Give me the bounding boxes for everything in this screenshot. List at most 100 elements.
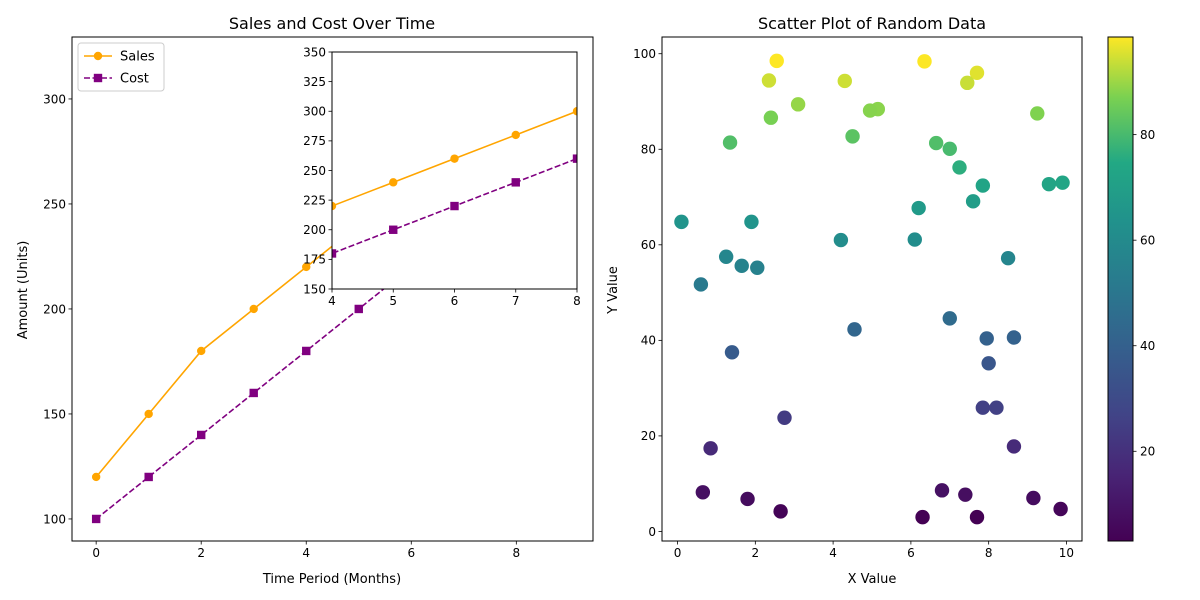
inset-zoom-chart: 4 5 6 7 8 150 175 200 225 250 275 300 325 350 [303, 45, 642, 308]
inset-y-tick-label: 250 [303, 164, 326, 178]
inset-marker-sales [634, 83, 642, 91]
inset-line-sales [332, 110, 577, 207]
left-x-tick-label: 4 [302, 546, 310, 560]
scatter-point [740, 491, 755, 507]
colorbar: 20 40 60 80 [1107, 36, 1155, 542]
right-chart-title: Scatter Plot of Random Data [758, 14, 986, 33]
inset-marker-cost [389, 225, 398, 234]
scatter-point [773, 504, 788, 519]
inset-x-tick-label: 5 [389, 294, 397, 308]
right-x-tick-label: 8 [985, 546, 993, 560]
left-chart-title: Sales and Cost Over Time [229, 14, 435, 33]
scatter-point [979, 331, 994, 346]
scatter-point [917, 54, 932, 69]
scatter-point [724, 345, 740, 360]
scatter-point [777, 410, 792, 425]
scatter-point [915, 509, 930, 525]
left-y-tick-label: 300 [43, 92, 66, 106]
right-y-tick-label: 40 [641, 334, 656, 348]
scatter-point [862, 103, 878, 118]
scatter-point [975, 178, 991, 193]
inset-y-tick-label: 225 [303, 193, 326, 207]
left-x-tick-label: 6 [407, 546, 415, 560]
left-marker-cost [91, 514, 101, 524]
scatter-point [703, 441, 718, 456]
scatter-point [734, 258, 749, 274]
scatter-point [693, 277, 709, 292]
inset-marker-sales [389, 178, 398, 187]
scatter-point [750, 260, 765, 275]
colorbar-tick-label: 60 [1140, 233, 1155, 247]
right-x-tick-label: 10 [1059, 546, 1074, 560]
left-marker-sales [302, 262, 311, 272]
scatter-point [911, 200, 926, 216]
scatter-point [981, 356, 996, 371]
inset-axes-frame [331, 51, 578, 290]
left-marker-cost [354, 304, 363, 314]
inset-y-tick-label: 350 [303, 45, 326, 59]
legend-marker-sales [93, 51, 103, 61]
scatter-point [763, 110, 779, 125]
scatter-point [969, 509, 985, 525]
inset-marker-cost [634, 131, 642, 139]
scatter-point [1000, 250, 1016, 266]
scatter-point [847, 322, 862, 337]
scatter-point [958, 487, 973, 502]
inset-marker-sales [572, 107, 577, 116]
left-x-tick-label: 8 [513, 546, 521, 560]
right-y-axis-label: Y Value [606, 266, 621, 315]
scatter-point [975, 400, 991, 415]
scatter-point [695, 485, 711, 500]
right-x-tick-label: 0 [674, 546, 682, 560]
scatter-point [960, 75, 975, 91]
colorbar-tick-label: 80 [1140, 128, 1155, 142]
scatter-point [718, 249, 734, 264]
colorbar-gradient [1107, 36, 1134, 542]
scatter-point [1041, 176, 1057, 192]
inset-series-cost [332, 131, 642, 258]
colorbar-tick-label: 20 [1140, 445, 1155, 459]
inset-y-tick-label: 325 [303, 75, 326, 89]
scatter-point [942, 141, 957, 156]
inset-y-tick-label: 300 [303, 105, 326, 119]
left-y-tick-label: 250 [43, 197, 66, 211]
right-y-tick-label: 60 [641, 238, 656, 252]
left-marker-sales [91, 472, 101, 482]
scatter-point [744, 214, 759, 230]
scatter-point [1026, 490, 1041, 506]
inset-y-tick-label: 150 [303, 282, 326, 296]
left-marker-cost [196, 430, 206, 440]
inset-marker-sales [450, 154, 459, 163]
inset-y-tick-label: 275 [303, 134, 326, 148]
right-x-tick-label: 6 [907, 546, 915, 560]
right-axes-frame [661, 36, 1083, 542]
left-marker-cost [249, 388, 258, 398]
left-marker-sales [196, 346, 206, 356]
colorbar-tick-label: 40 [1140, 339, 1155, 353]
legend-label-sales: Sales [120, 50, 155, 65]
left-marker-sales [249, 304, 258, 314]
legend-label-cost: Cost [120, 72, 149, 87]
left-y-tick-label: 200 [43, 302, 66, 316]
left-axes-border [71, 36, 594, 542]
scatter-point [934, 483, 950, 498]
inset-marker-sales [332, 201, 337, 211]
scatter-point [761, 73, 777, 88]
left-legend: Sales Cost [77, 42, 165, 92]
scatter-point [907, 232, 922, 247]
scatter-point [989, 400, 1004, 415]
inset-marker-cost [450, 201, 459, 211]
scatter-point [1006, 439, 1022, 454]
scatter-points [674, 53, 1070, 525]
scatter-point [942, 311, 957, 326]
left-x-tick-label: 0 [92, 546, 100, 560]
inset-marker-sales [511, 130, 520, 140]
left-y-tick-label: 150 [43, 407, 66, 421]
inset-y-tick-label: 175 [303, 253, 326, 267]
inset-series-sales [332, 83, 642, 211]
scatter-point [722, 135, 738, 150]
inset-y-tick-label: 200 [303, 223, 326, 237]
inset-x-tick-label: 7 [512, 294, 520, 308]
scatter-point [965, 194, 981, 209]
